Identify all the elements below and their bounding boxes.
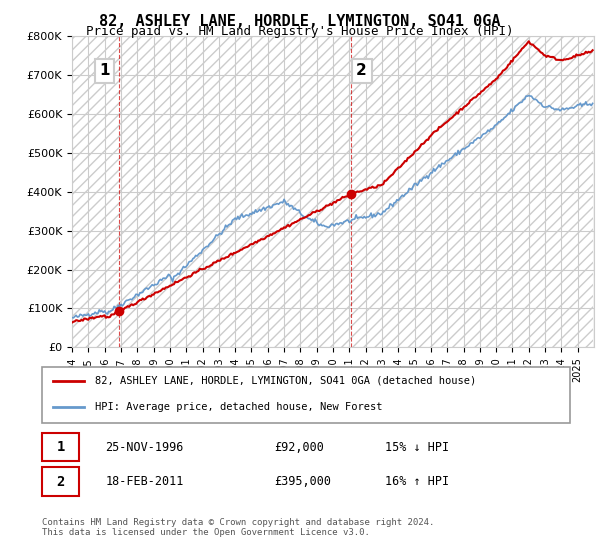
Text: £395,000: £395,000 xyxy=(274,475,331,488)
Text: 25-NOV-1996: 25-NOV-1996 xyxy=(106,441,184,454)
Text: 15% ↓ HPI: 15% ↓ HPI xyxy=(385,441,449,454)
Text: 1: 1 xyxy=(100,63,110,78)
Text: 82, ASHLEY LANE, HORDLE, LYMINGTON, SO41 0GA (detached house): 82, ASHLEY LANE, HORDLE, LYMINGTON, SO41… xyxy=(95,376,476,386)
Text: £92,000: £92,000 xyxy=(274,441,324,454)
FancyBboxPatch shape xyxy=(42,433,79,461)
Text: 18-FEB-2011: 18-FEB-2011 xyxy=(106,475,184,488)
FancyBboxPatch shape xyxy=(42,367,570,423)
Text: 2: 2 xyxy=(356,63,367,78)
Text: HPI: Average price, detached house, New Forest: HPI: Average price, detached house, New … xyxy=(95,402,382,412)
Text: 2: 2 xyxy=(56,475,65,489)
Text: 1: 1 xyxy=(56,440,65,454)
FancyBboxPatch shape xyxy=(42,468,79,496)
Text: 16% ↑ HPI: 16% ↑ HPI xyxy=(385,475,449,488)
Text: Contains HM Land Registry data © Crown copyright and database right 2024.
This d: Contains HM Land Registry data © Crown c… xyxy=(42,518,434,538)
Text: 82, ASHLEY LANE, HORDLE, LYMINGTON, SO41 0GA: 82, ASHLEY LANE, HORDLE, LYMINGTON, SO41… xyxy=(99,14,501,29)
Text: Price paid vs. HM Land Registry's House Price Index (HPI): Price paid vs. HM Land Registry's House … xyxy=(86,25,514,38)
